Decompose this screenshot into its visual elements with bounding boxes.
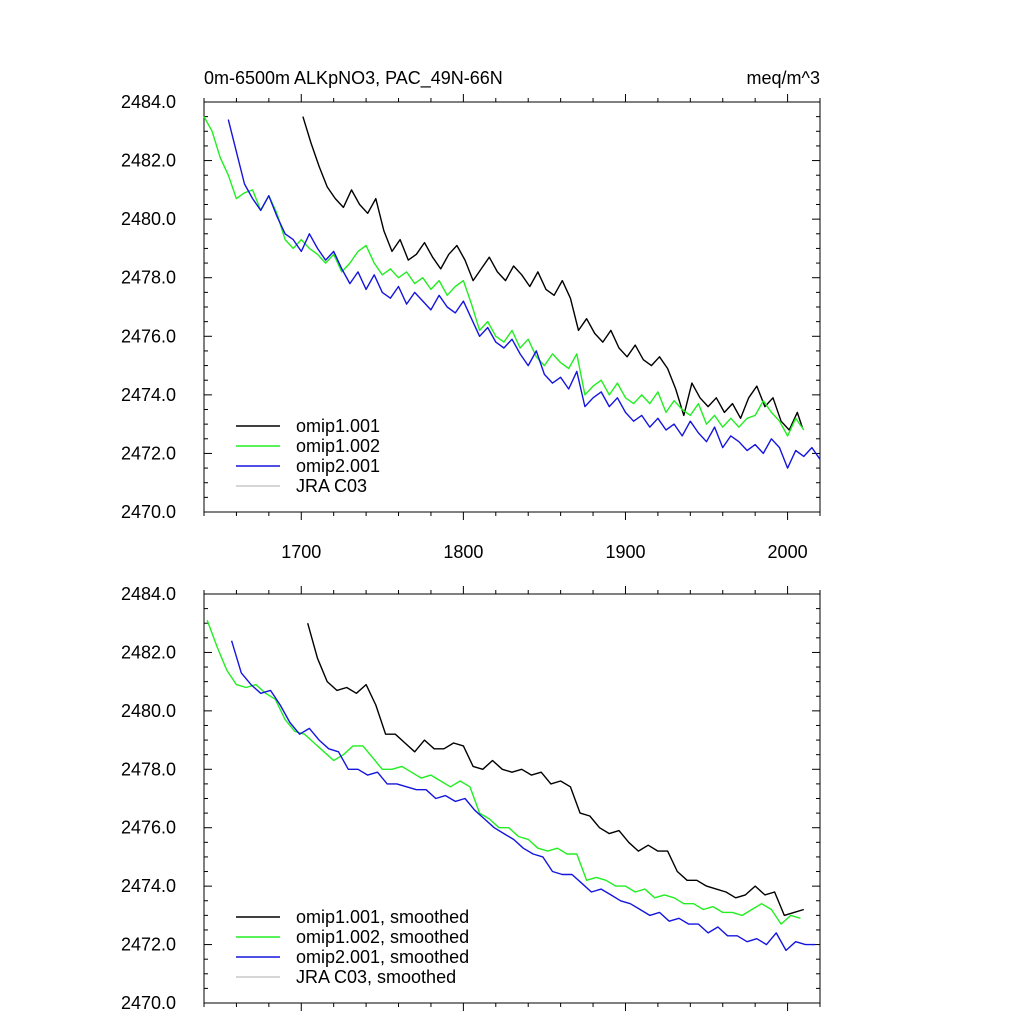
y-tick-label: 2484.0: [121, 92, 176, 112]
legend-label: omip1.001, smoothed: [296, 907, 469, 927]
y-tick-label: 2478.0: [121, 268, 176, 288]
y-tick-label: 2480.0: [121, 701, 176, 721]
y-tick-label: 2470.0: [121, 993, 176, 1013]
series-line-1: [307, 623, 805, 917]
legend-label: omip2.001: [296, 456, 380, 476]
x-tick-label: 1800: [443, 542, 483, 562]
y-tick-label: 2474.0: [121, 385, 176, 405]
y-tick-label: 2476.0: [121, 326, 176, 346]
series-line-3: [230, 640, 816, 952]
series-line-1: [302, 116, 803, 431]
y-tick-label: 2482.0: [121, 151, 176, 171]
chart-panel-2: 2470.0 2472.0 2474.0 2476.0 2478.0 2480.0 2482…: [121, 584, 821, 1013]
y-tick-label: 2476.0: [121, 818, 176, 838]
x-tick-label: 1900: [605, 542, 645, 562]
y-tick-label: 2472.0: [121, 935, 176, 955]
y-tick-label: 2484.0: [121, 584, 176, 604]
y-tick-label: 2474.0: [121, 876, 176, 896]
legend-label: omip1.002: [296, 436, 380, 456]
legend-label: JRA C03, smoothed: [296, 967, 456, 987]
y-tick-label: 2480.0: [121, 209, 176, 229]
y-tick-label: 2482.0: [121, 642, 176, 662]
series-line-2: [203, 116, 805, 437]
legend-label: omip1.002, smoothed: [296, 927, 469, 947]
x-tick-label: 1700: [281, 542, 321, 562]
legend-label: omip2.001, smoothed: [296, 947, 469, 967]
chart-title: 0m-6500m ALKpNO3, PAC_49N-66N: [204, 68, 503, 89]
legend-label: JRA C03: [296, 476, 367, 496]
chart-units: meq/m^3: [747, 68, 820, 88]
series-line-2: [206, 620, 801, 925]
y-tick-label: 2478.0: [121, 759, 176, 779]
y-tick-label: 2470.0: [121, 502, 176, 522]
series-line-3: [227, 119, 821, 469]
legend-label: omip1.001: [296, 416, 380, 436]
chart-panel-1: 2470.0 2472.0 2474.0 2476.0 2478.0 2480.0 2482…: [121, 92, 821, 562]
x-tick-label: 2000: [768, 542, 808, 562]
chart-panels: 2470.0 2472.0 2474.0 2476.0 2478.0 2480.0 2482…: [121, 92, 821, 1013]
y-tick-label: 2472.0: [121, 443, 176, 463]
